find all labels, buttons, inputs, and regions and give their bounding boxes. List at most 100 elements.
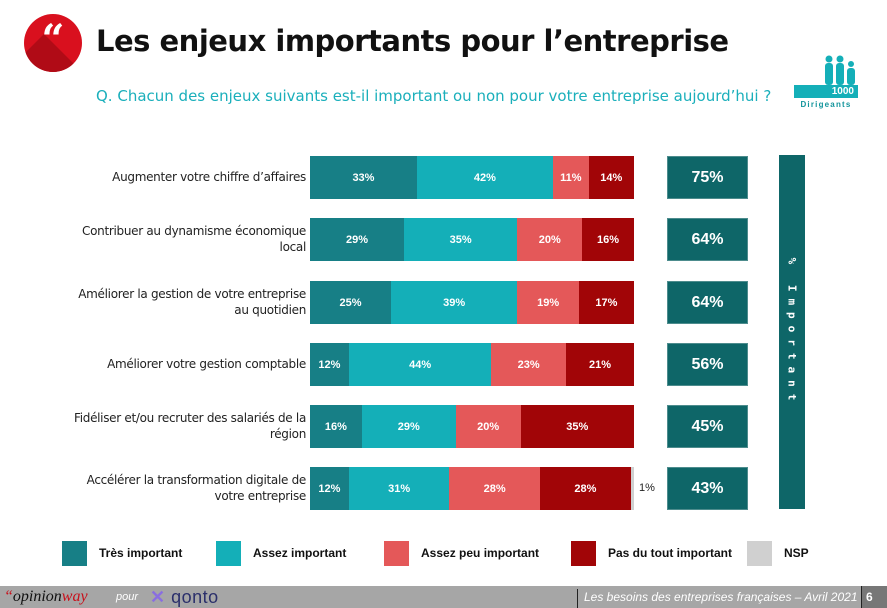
bar-row: 25% 39% 19% 17% xyxy=(310,281,634,324)
bar-row: 33% 42% 11% 14% xyxy=(310,156,634,199)
data-label: 16% xyxy=(324,420,347,433)
bar-segment-assez-important: 39% xyxy=(391,281,518,324)
people-icon xyxy=(825,55,855,85)
legend-item: Pas du tout important xyxy=(571,540,732,566)
data-label: 42% xyxy=(473,171,496,184)
bar-segment-assez-peu-important: 23% xyxy=(491,343,566,386)
important-band-label: % Important xyxy=(785,257,799,407)
legend-swatch xyxy=(216,540,241,566)
data-label: 19% xyxy=(537,296,560,309)
badge-bar xyxy=(794,85,858,98)
data-label: 14% xyxy=(600,171,623,184)
bar-segment-assez-important: 35% xyxy=(403,218,518,261)
bar-row: 16% 29% 20% 35% xyxy=(310,405,634,448)
category-label: Contribuer au dynamisme économique local xyxy=(66,223,306,255)
survey-question: Q. Chacun des enjeux suivants est-il imp… xyxy=(96,87,772,105)
bar-segment-tres-important: 29% xyxy=(310,218,404,261)
data-label: 29% xyxy=(397,420,420,433)
bar-segment-tres-important: 33% xyxy=(310,156,417,199)
category-label-line: région xyxy=(269,427,306,441)
legend-item: Assez peu important xyxy=(384,540,539,566)
pour-text: pour xyxy=(116,591,139,603)
bar-row: 12% 44% 23% 21% xyxy=(310,343,634,386)
bar-segment-assez-important: 29% xyxy=(361,405,456,448)
bar-segment-pas-du-tout-important: 28% xyxy=(540,467,631,510)
legend-swatch xyxy=(62,540,87,566)
bar-segment-pas-du-tout-important: 14% xyxy=(588,156,634,199)
bar-segment-assez-peu-important: 19% xyxy=(517,281,579,324)
bar-segment-assez-important: 44% xyxy=(348,343,492,386)
important-total: 64% xyxy=(667,281,748,324)
legend-label: Assez important xyxy=(253,546,347,560)
category-label: Accélérer la transformation digitale de v… xyxy=(66,472,307,504)
legend-label: Très important xyxy=(99,546,183,560)
quote-icon: “ xyxy=(41,16,65,63)
legend-item: Assez important xyxy=(216,540,346,566)
data-label: 11% xyxy=(560,171,582,184)
bar-row: 12% 31% 28% 28% xyxy=(310,467,634,510)
category-label-line: Contribuer au dynamisme économique xyxy=(82,224,306,238)
bar-segment-assez-peu-important: 20% xyxy=(517,218,583,261)
bar-segment-pas-du-tout-important: 17% xyxy=(578,281,634,324)
data-label: 23% xyxy=(517,358,540,371)
category-label-line: local xyxy=(279,240,307,254)
sample-count: 1000 xyxy=(831,86,854,97)
legend-item: NSP xyxy=(747,540,809,566)
category-label: Améliorer la gestion de votre entreprise… xyxy=(66,286,306,318)
qonto-logo: ✕ qonto xyxy=(150,587,219,607)
category-label-line: Améliorer la gestion de votre entreprise xyxy=(78,287,306,301)
legend-label: Pas du tout important xyxy=(608,546,732,560)
bar-segment-tres-important: 16% xyxy=(310,405,362,448)
bar-segment-pas-du-tout-important: 35% xyxy=(520,405,634,448)
data-label: 16% xyxy=(597,233,620,246)
category-label-line: Augmenter votre chiffre d’affaires xyxy=(112,170,306,184)
data-label: 28% xyxy=(483,482,506,495)
page-number: 6 xyxy=(862,586,887,608)
legend-label: Assez peu important xyxy=(421,546,540,560)
category-label: Améliorer votre gestion comptable xyxy=(66,356,306,372)
important-total: 45% xyxy=(667,405,748,448)
data-label: 33% xyxy=(352,171,375,184)
page-title: Les enjeux importants pour l’entreprise xyxy=(96,24,729,58)
data-label: 35% xyxy=(449,233,472,246)
data-label: 31% xyxy=(388,482,411,495)
data-label: 20% xyxy=(477,420,500,433)
category-label-line: Améliorer votre gestion comptable xyxy=(107,357,306,371)
bar-segment-pas-du-tout-important: 21% xyxy=(565,343,634,386)
important-total: 64% xyxy=(667,218,748,261)
category-label-line: Fidéliser et/ou recruter des salariés de… xyxy=(73,411,306,425)
footer-divider xyxy=(577,589,578,608)
bar-segment-pas-du-tout-important: 16% xyxy=(582,218,634,261)
data-label: 39% xyxy=(443,296,466,309)
data-label: 28% xyxy=(574,482,597,495)
sample-label: Dirigeants xyxy=(800,100,852,109)
legend-item: Très important xyxy=(62,540,182,566)
quote-logo: “ xyxy=(24,14,82,72)
category-label: Fidéliser et/ou recruter des salariés de… xyxy=(66,410,306,442)
bar-segment-assez-important: 31% xyxy=(348,467,450,510)
category-label: Augmenter votre chiffre d’affaires xyxy=(66,169,306,185)
data-label: 44% xyxy=(409,358,432,371)
data-label: 20% xyxy=(538,233,561,246)
bar-segment-assez-peu-important: 28% xyxy=(449,467,541,510)
qonto-mark-icon: ✕ xyxy=(150,587,166,607)
category-label-line: au quotidien xyxy=(234,303,306,317)
legend-swatch xyxy=(571,540,596,566)
nsp-data-label: 1% xyxy=(639,482,655,494)
category-label-line: Accélérer la transformation digitale de xyxy=(86,473,307,487)
legend-swatch xyxy=(747,540,772,566)
bar-segment-assez-important: 42% xyxy=(416,156,553,199)
bar-row: 29% 35% 20% 16% xyxy=(310,218,634,261)
data-label: 12% xyxy=(318,358,341,371)
bar-segment-nsp xyxy=(630,467,634,510)
bar-segment-assez-peu-important: 11% xyxy=(553,156,589,199)
legend-label: NSP xyxy=(784,546,809,560)
data-label: 21% xyxy=(588,358,611,371)
data-label: 25% xyxy=(339,296,362,309)
important-total: 75% xyxy=(667,156,748,199)
bar-segment-tres-important: 12% xyxy=(310,467,349,510)
opinionway-logo: “opinionway xyxy=(4,588,88,605)
footer: “opinionway pour ✕ qonto Les besoins des… xyxy=(0,586,887,608)
bar-segment-tres-important: 12% xyxy=(310,343,349,386)
bar-segment-tres-important: 25% xyxy=(310,281,391,324)
